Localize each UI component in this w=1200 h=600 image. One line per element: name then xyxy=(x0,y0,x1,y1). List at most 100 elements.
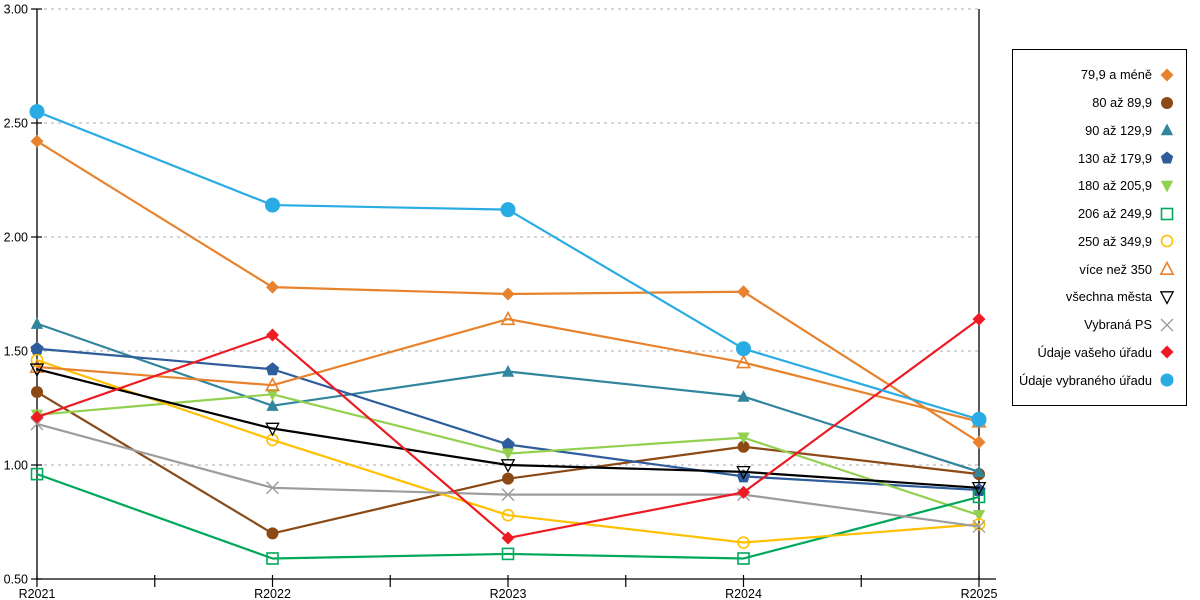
marker-triangle-up xyxy=(972,465,986,478)
marker-diamond xyxy=(1160,68,1174,82)
marker-diamond xyxy=(737,485,750,499)
x-tick-label: R2025 xyxy=(961,587,998,600)
y-tick-label: 2.00 xyxy=(4,231,28,245)
legend-item: Údaje vybraného úřadu xyxy=(1013,371,1186,389)
marker-diamond xyxy=(30,410,44,424)
legend-item-label: Údaje vybraného úřadu xyxy=(1018,372,1152,388)
marker-triangle-up xyxy=(264,376,281,392)
marker-pentagon xyxy=(265,362,280,376)
series-1 xyxy=(30,134,986,449)
marker-triangle-down xyxy=(29,363,45,378)
series-9 xyxy=(29,363,987,496)
legend-marker-icon xyxy=(1160,68,1174,82)
legend-item: 206 až 249,9 xyxy=(1013,205,1186,223)
legend-item-label: všechna města xyxy=(1065,289,1152,305)
marker-triangle-up xyxy=(501,365,515,377)
y-tick-label: 0.50 xyxy=(4,573,28,587)
marker-pentagon xyxy=(501,437,515,451)
marker-triangle-up xyxy=(30,317,44,329)
legend-item-label: 80 až 89,9 xyxy=(1092,95,1152,111)
series-line xyxy=(35,359,981,544)
legend-marker-icon xyxy=(1159,291,1175,305)
legend-marker-icon xyxy=(1160,345,1174,359)
marker-square xyxy=(972,490,986,504)
marker-triangle-down xyxy=(971,481,987,496)
marker-triangle-down xyxy=(266,389,279,401)
marker-square xyxy=(30,467,44,481)
y-tick-label: 1.50 xyxy=(4,345,28,359)
y-tick-label: 1.00 xyxy=(4,459,28,473)
marker-x xyxy=(266,481,279,495)
series-5 xyxy=(30,389,986,522)
series-2 xyxy=(31,386,985,540)
legend-item: všechna města xyxy=(1013,288,1186,306)
legend-item-label: Údaje vašeho úřadu xyxy=(1037,344,1152,360)
marker-diamond xyxy=(1160,345,1174,359)
legend-marker-icon xyxy=(1160,373,1174,387)
marker-diamond xyxy=(266,280,279,294)
marker-circle xyxy=(500,202,516,218)
marker-circle xyxy=(971,411,987,427)
axes: 0.50 1.00 1.50 2.00 2.50 3.00 R2021 R2022 R2023 R… xyxy=(4,3,998,600)
legend-item: 130 až 179,9 xyxy=(1013,149,1186,167)
legend-item: 80 až 89,9 xyxy=(1013,94,1186,112)
marker-circle xyxy=(972,517,986,531)
legend-item: 90 až 129,9 xyxy=(1013,121,1186,139)
marker-triangle-up xyxy=(735,354,752,369)
marker-diamond xyxy=(972,312,986,326)
x-tick-label: R2022 xyxy=(254,587,291,600)
marker-circle xyxy=(736,341,751,357)
legend-item: Údaje vašeho úřadu xyxy=(1013,343,1186,361)
marker-circle xyxy=(737,536,750,549)
marker-circle xyxy=(1160,235,1174,248)
legend-item-label: 79,9 a méně xyxy=(1080,67,1152,83)
marker-triangle-up xyxy=(1159,260,1175,276)
marker-circle xyxy=(265,197,280,213)
legend-item: 79,9 a méně xyxy=(1013,66,1186,84)
series-11 xyxy=(30,312,986,545)
marker-circle xyxy=(501,508,515,522)
x-tick-label: R2023 xyxy=(490,587,527,600)
marker-triangle-down xyxy=(500,459,516,473)
marker-triangle-down xyxy=(737,432,750,445)
x-tick-label: R2021 xyxy=(19,587,56,600)
legend-marker-icon xyxy=(1161,96,1173,109)
marker-diamond xyxy=(266,328,279,342)
marker-triangle-up xyxy=(29,358,45,373)
series-line xyxy=(35,473,981,560)
legend-item-label: 130 až 179,9 xyxy=(1077,150,1152,166)
legend-item-label: 250 až 349,9 xyxy=(1077,233,1152,249)
marker-triangle-down xyxy=(972,509,986,522)
marker-triangle-up xyxy=(1160,123,1174,136)
series-line xyxy=(35,317,981,423)
legend-marker-icon xyxy=(1160,318,1174,332)
marker-triangle-down xyxy=(736,465,751,480)
marker-circle xyxy=(1160,373,1174,387)
marker-triangle-down xyxy=(1160,180,1174,193)
legend-marker-icon xyxy=(1160,235,1174,248)
marker-diamond xyxy=(972,435,986,449)
marker-triangle-up xyxy=(266,399,279,411)
marker-circle xyxy=(737,440,750,453)
marker-square xyxy=(1160,207,1174,220)
legend-marker-icon xyxy=(1160,207,1174,220)
y-tick-label: 2.50 xyxy=(4,117,28,131)
marker-circle xyxy=(30,353,44,367)
legend-item-label: 180 až 205,9 xyxy=(1077,178,1152,194)
legend-marker-icon xyxy=(1159,260,1175,276)
marker-square xyxy=(737,552,750,565)
marker-pentagon xyxy=(972,483,986,497)
series-line xyxy=(35,368,981,489)
legend-item-label: 90 až 129,9 xyxy=(1085,122,1152,138)
legend-marker-icon xyxy=(1160,151,1174,164)
marker-circle xyxy=(266,527,279,540)
legend-item-label: více než 350 xyxy=(1079,261,1152,277)
marker-triangle-up xyxy=(500,310,516,326)
marker-x xyxy=(1160,318,1174,332)
marker-square xyxy=(501,547,515,561)
x-tick-label: R2024 xyxy=(725,587,762,600)
marker-x xyxy=(501,488,515,502)
marker-diamond xyxy=(737,285,750,299)
